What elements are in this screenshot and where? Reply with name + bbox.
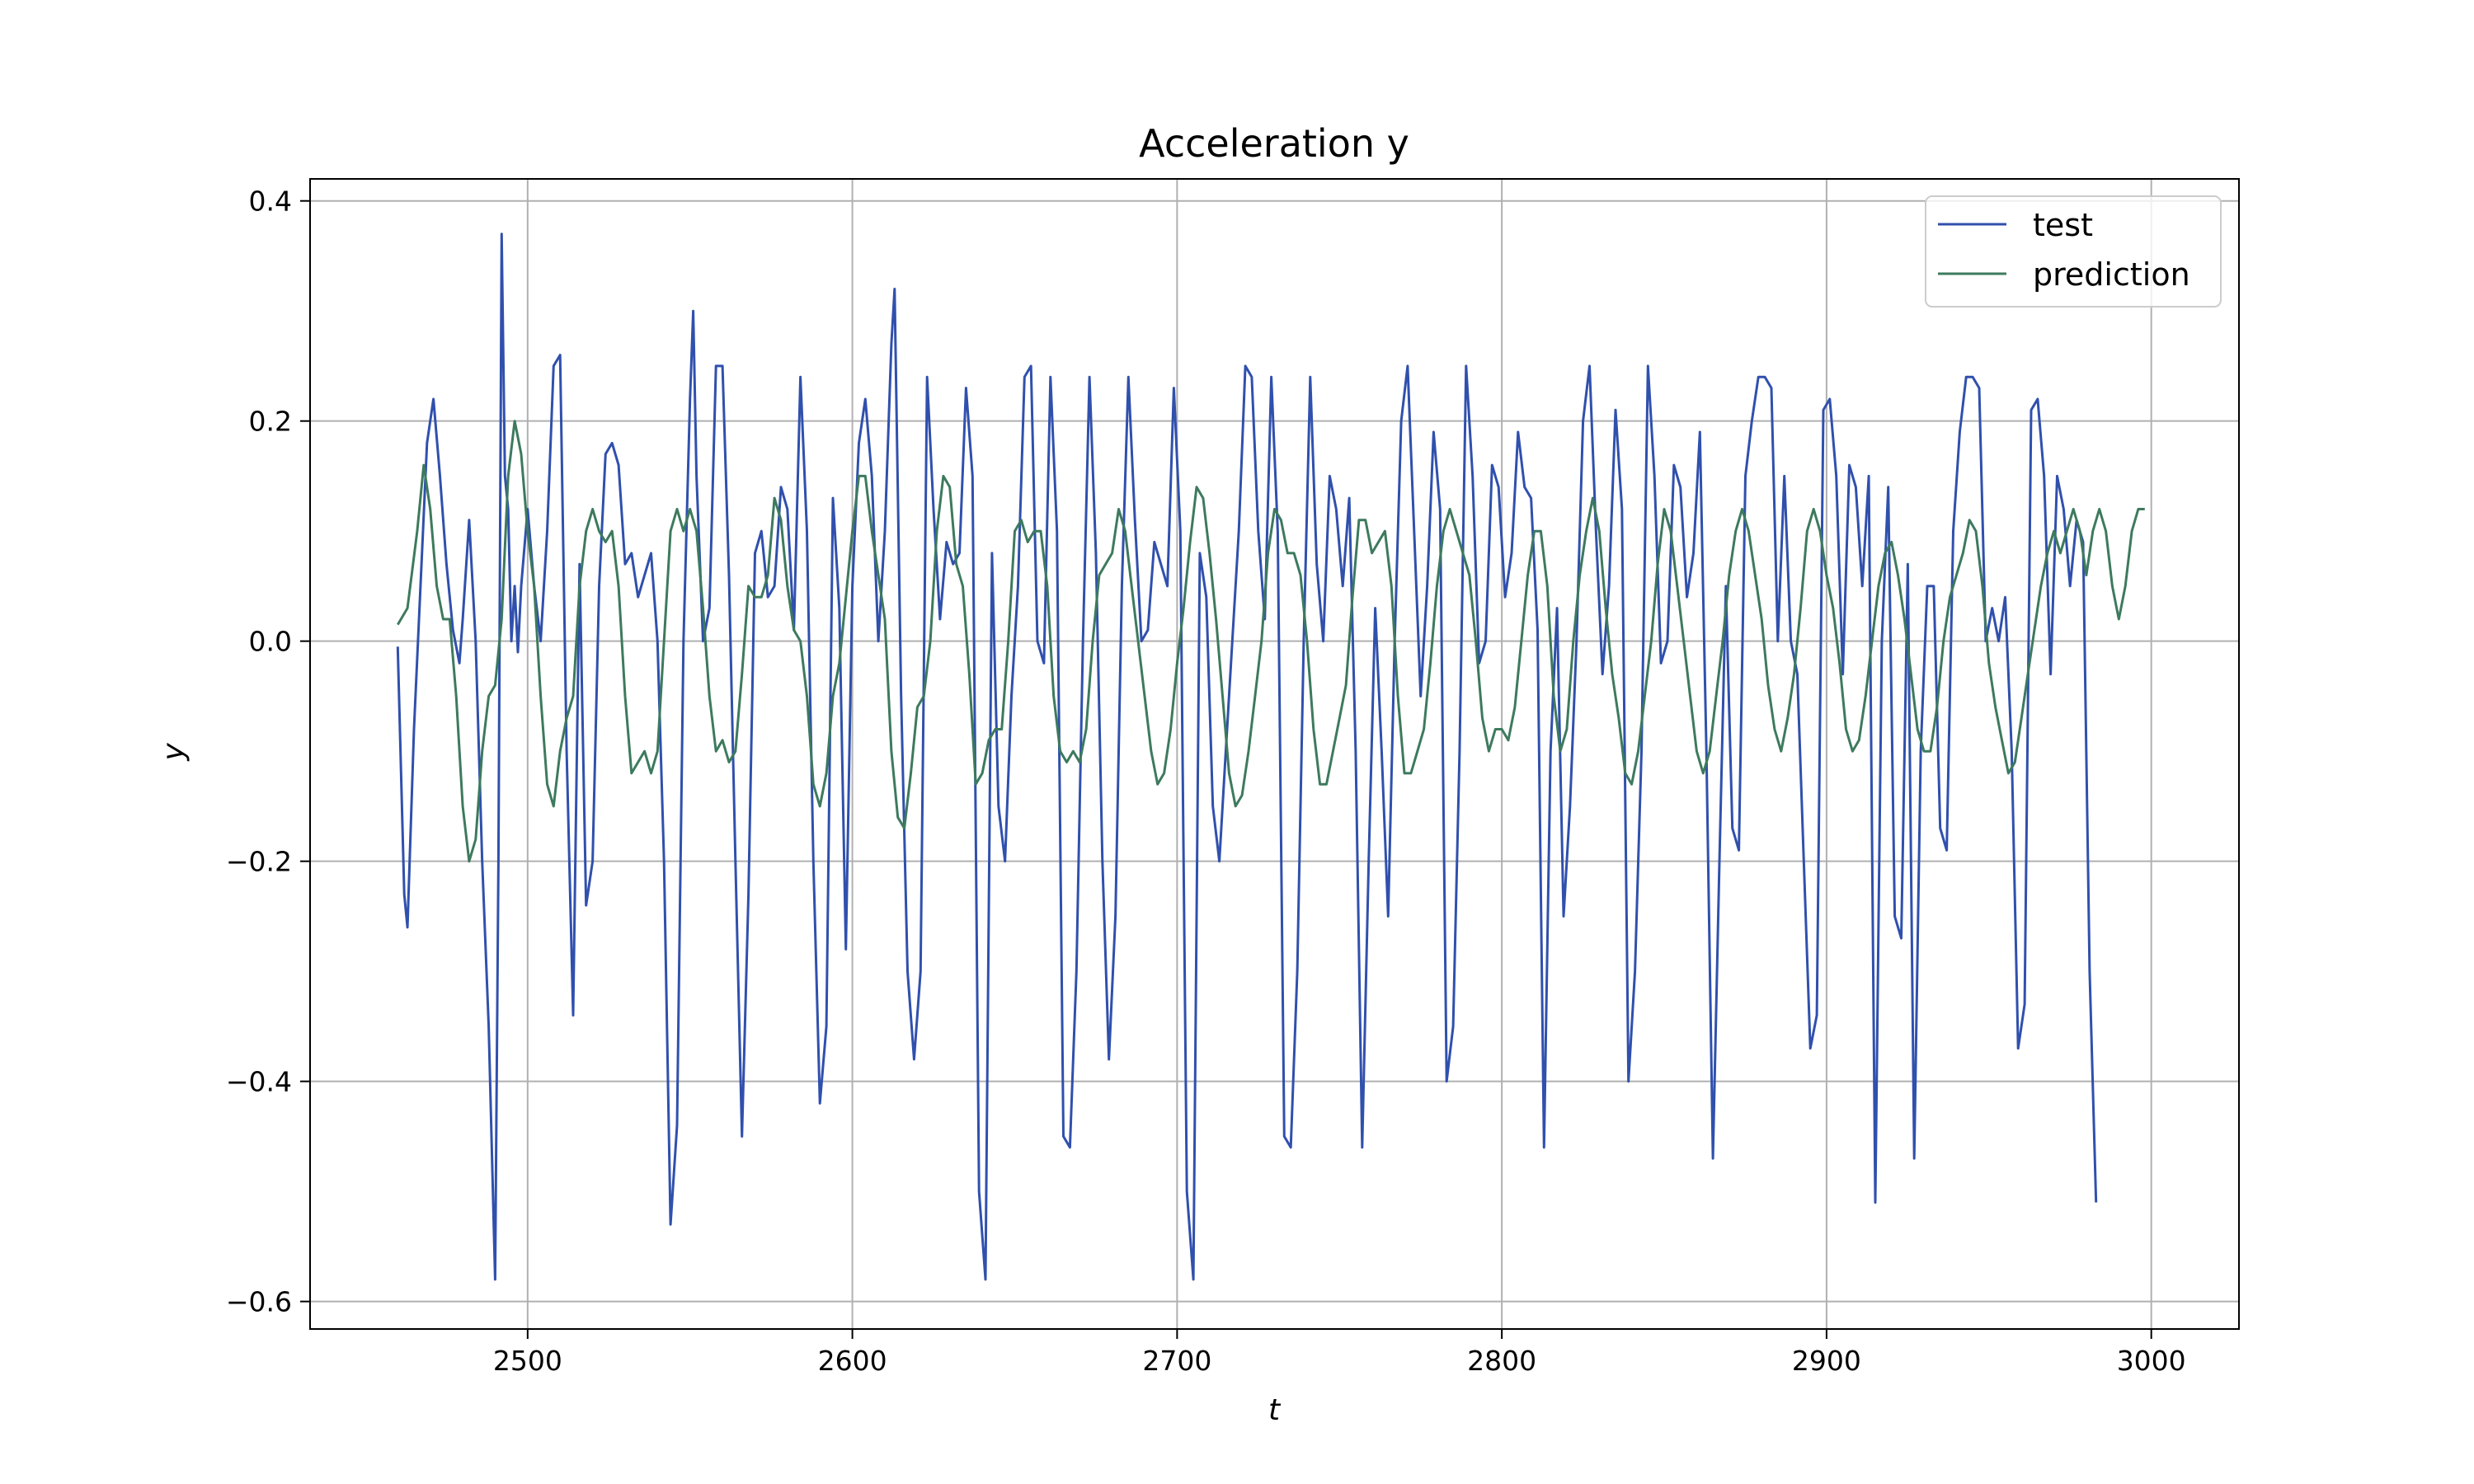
series-layer <box>396 232 2145 1281</box>
x-tick-label: 3000 <box>2117 1345 2186 1377</box>
y-tick-label: −0.2 <box>226 846 292 878</box>
chart-title: Acceleration y <box>1139 121 1409 166</box>
series-line-prediction <box>397 420 2145 863</box>
y-tick-label: −0.4 <box>226 1066 292 1098</box>
x-tick-label: 2700 <box>1142 1345 1211 1377</box>
y-tick-label: −0.6 <box>226 1286 292 1318</box>
x-tick-label: 2600 <box>818 1345 887 1377</box>
axis-ticks: 2500 2600 2700 2800 2900 3000 −0.6 −0.4 −0.2 0.0 0… <box>226 186 2186 1377</box>
x-axis-label: t <box>1268 1393 1282 1427</box>
y-tick-label: 0.0 <box>249 626 292 658</box>
series-line-test <box>396 232 2098 1281</box>
y-tick-label: 0.2 <box>249 406 292 438</box>
legend: test prediction <box>1925 195 2222 308</box>
plot-frame <box>309 178 2240 1330</box>
x-tick-label: 2800 <box>1467 1345 1536 1377</box>
legend-label-test: test <box>2033 207 2093 243</box>
x-tick-label: 2500 <box>493 1345 562 1377</box>
y-axis-label: y <box>157 743 190 762</box>
x-tick-label: 2900 <box>1792 1345 1861 1377</box>
grid <box>310 179 2239 1329</box>
y-tick-label: 0.4 <box>249 186 292 218</box>
legend-label-prediction: prediction <box>2033 256 2190 293</box>
